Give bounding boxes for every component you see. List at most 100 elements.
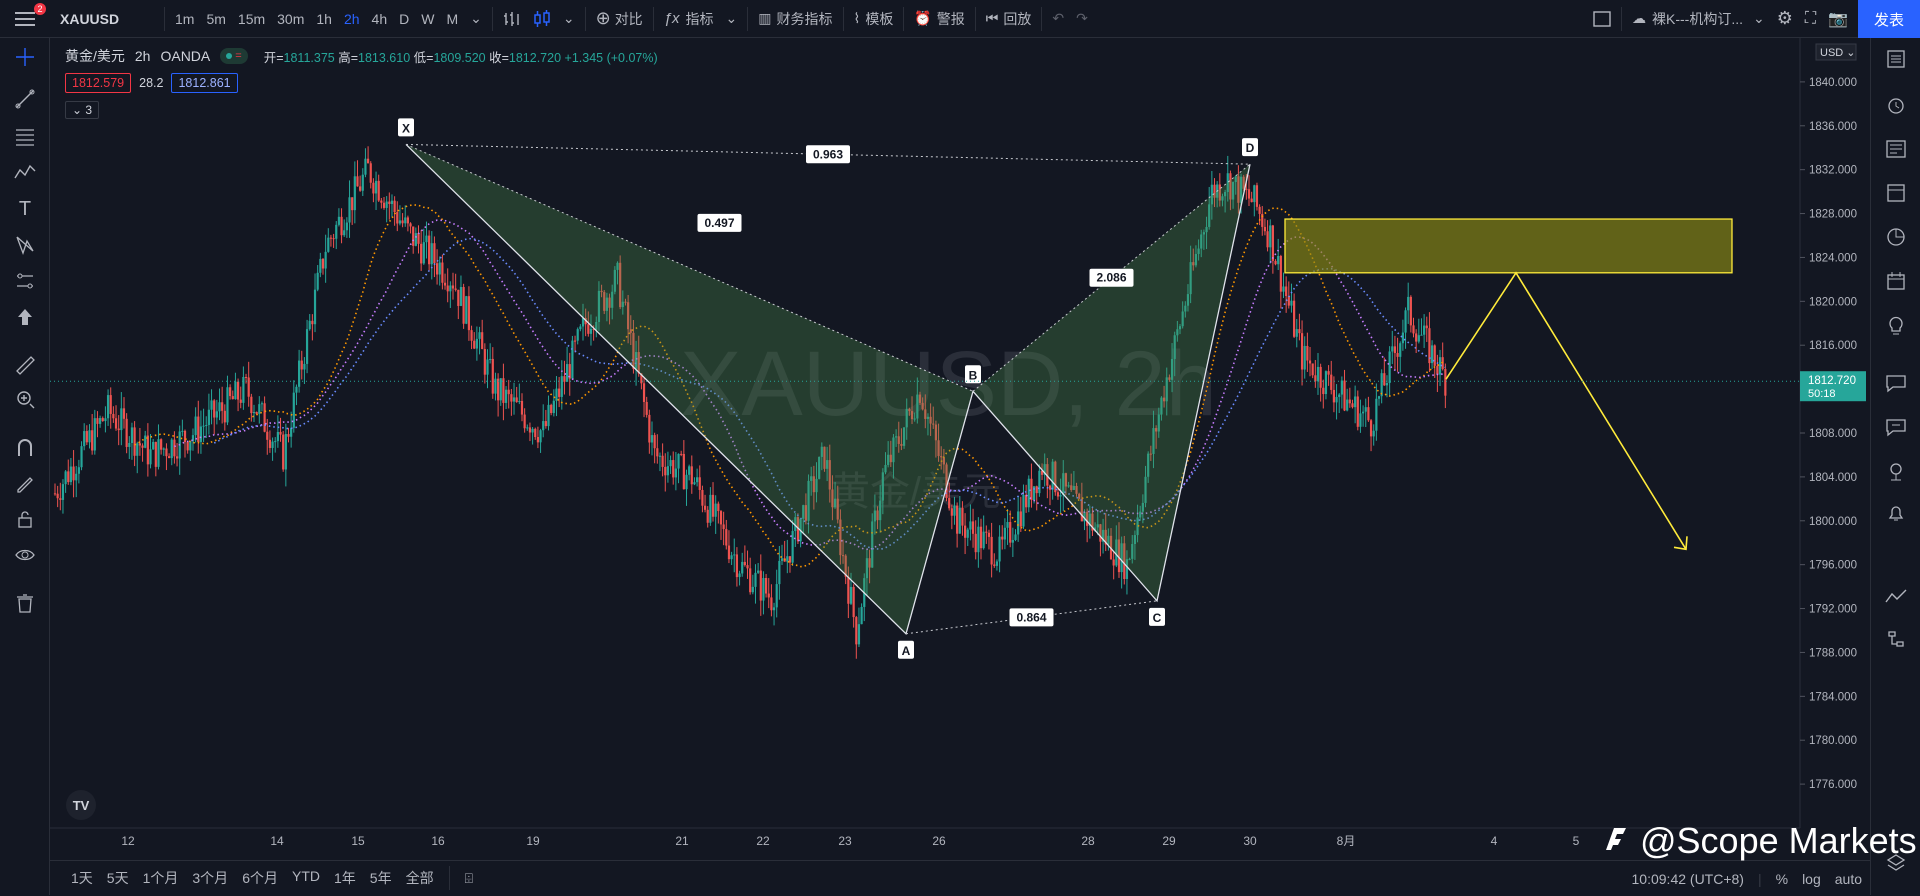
fullscreen-icon[interactable]: ⛶ bbox=[1804, 9, 1817, 27]
chart-type-dropdown[interactable]: ⌄ bbox=[562, 10, 575, 26]
arrow-up-icon[interactable] bbox=[10, 302, 40, 332]
news-icon[interactable] bbox=[1881, 134, 1911, 164]
text-tool-icon[interactable]: T bbox=[18, 197, 32, 220]
compare-button[interactable]: ⊕ 对比 bbox=[590, 0, 649, 38]
indicator-collapse-button[interactable]: ⌄ 3 bbox=[65, 101, 100, 119]
hotlist-icon[interactable] bbox=[1881, 222, 1911, 252]
timeframe-5m[interactable]: 5m bbox=[206, 10, 226, 27]
camera-icon[interactable]: 📷 bbox=[1828, 10, 1848, 28]
range-button[interactable]: 3个月 bbox=[192, 870, 229, 886]
range-button[interactable]: 5天 bbox=[106, 870, 129, 886]
timeframe-2h[interactable]: 2h bbox=[343, 10, 360, 27]
layout-name-button[interactable]: ☁ 裸K---机构订... ⌄ bbox=[1632, 10, 1765, 27]
percent-toggle[interactable]: % bbox=[1775, 870, 1789, 887]
layers-icon[interactable] bbox=[1881, 848, 1911, 878]
candle-body bbox=[186, 442, 189, 451]
chart-legend[interactable]: 黄金/美元 2h OANDA = 开=1811.375 高=1813.610 低… bbox=[65, 46, 658, 66]
trend-line-icon[interactable] bbox=[10, 84, 40, 114]
indicators-button[interactable]: ƒx 指标 ⌄ bbox=[663, 10, 738, 27]
timeframe-1m[interactable]: 1m bbox=[175, 10, 195, 27]
candle-body bbox=[1011, 539, 1014, 543]
layout-icon[interactable] bbox=[1587, 0, 1617, 38]
candle-body bbox=[1332, 389, 1336, 403]
eye-icon[interactable] bbox=[10, 540, 40, 570]
ask-price[interactable]: 1812.861 bbox=[171, 73, 238, 93]
timeframe-15m[interactable]: 15m bbox=[237, 10, 266, 27]
fib-retracement-icon[interactable] bbox=[10, 122, 40, 152]
candle-body bbox=[645, 401, 648, 415]
data-window-icon[interactable] bbox=[1881, 178, 1911, 208]
alarm-clock-icon[interactable] bbox=[1881, 90, 1911, 120]
templates-button[interactable]: ⌇ 模板 bbox=[848, 0, 900, 38]
undo-icon[interactable]: ↶ bbox=[1052, 10, 1065, 26]
range-button[interactable]: 1年 bbox=[333, 870, 356, 886]
tradingview-logo[interactable]: TV bbox=[66, 790, 96, 820]
trash-icon[interactable] bbox=[10, 588, 40, 618]
candle-body bbox=[316, 272, 319, 290]
chat-icon[interactable] bbox=[1881, 368, 1911, 398]
candle-body bbox=[1250, 198, 1253, 203]
symbol-search[interactable]: XAUUSD bbox=[60, 10, 120, 27]
podcast-icon[interactable] bbox=[1881, 456, 1911, 486]
range-button[interactable]: 1个月 bbox=[142, 870, 179, 886]
currency-button[interactable] bbox=[1815, 43, 1857, 61]
timeframe-4h[interactable]: 4h bbox=[371, 10, 388, 27]
candle-body bbox=[321, 258, 325, 269]
timeframe-d[interactable]: D bbox=[399, 10, 410, 27]
range-button[interactable]: 6个月 bbox=[242, 870, 278, 886]
object-tree-icon[interactable] bbox=[1881, 624, 1911, 654]
financials-button[interactable]: ▥ 财务指标 bbox=[752, 0, 838, 38]
watchlist-icon[interactable] bbox=[1881, 44, 1911, 74]
alerts-button[interactable]: ⏰ 警报 bbox=[908, 0, 970, 38]
candle-body bbox=[104, 418, 107, 422]
bell-icon[interactable] bbox=[1881, 498, 1911, 528]
magnet-icon[interactable] bbox=[10, 432, 40, 462]
lock-icon[interactable] bbox=[10, 504, 40, 534]
timeframe-dropdown[interactable]: ⌄ bbox=[470, 10, 482, 26]
candle-style-icon[interactable] bbox=[527, 0, 557, 38]
timeframe-30m[interactable]: 30m bbox=[277, 10, 305, 27]
candle-body bbox=[1303, 345, 1306, 370]
streams-icon[interactable] bbox=[1881, 412, 1911, 442]
pattern-tool-icon[interactable] bbox=[10, 158, 40, 188]
replay-button[interactable]: ⏮ 回放 bbox=[980, 0, 1038, 38]
trading-panel-icon[interactable] bbox=[1881, 582, 1911, 612]
candle-body bbox=[359, 186, 362, 191]
range-button[interactable]: YTD bbox=[291, 868, 320, 884]
market-status-pill[interactable]: = bbox=[220, 48, 248, 64]
menu-button[interactable]: 2 bbox=[0, 0, 50, 38]
timeframe-w[interactable]: W bbox=[421, 10, 435, 27]
redo-icon[interactable]: ↷ bbox=[1076, 10, 1088, 26]
crosshair-icon[interactable] bbox=[10, 42, 40, 72]
ideas-icon[interactable] bbox=[1881, 310, 1911, 340]
xabcd-pattern-icon[interactable] bbox=[10, 230, 40, 260]
timeframe-m[interactable]: M bbox=[446, 10, 459, 27]
clock[interactable]: 10:09:42 (UTC+8) bbox=[1631, 870, 1744, 887]
range-button[interactable]: 全部 bbox=[405, 870, 434, 886]
candle-body bbox=[1253, 185, 1256, 203]
date-range-icon[interactable]: ⌹ bbox=[464, 869, 473, 886]
candle-body bbox=[1141, 502, 1144, 512]
bar-style-icon[interactable] bbox=[497, 0, 527, 38]
range-button[interactable]: 5年 bbox=[369, 870, 392, 886]
candle-body bbox=[406, 217, 409, 224]
candle-body bbox=[494, 378, 497, 394]
gear-icon[interactable]: ⚙ bbox=[1776, 8, 1793, 28]
bid-price[interactable]: 1812.579 bbox=[65, 73, 132, 93]
measure-icon[interactable] bbox=[10, 266, 40, 296]
candle-body bbox=[1147, 453, 1150, 477]
calendar-icon[interactable] bbox=[1881, 266, 1911, 296]
auto-toggle[interactable]: auto bbox=[1834, 870, 1862, 887]
candle-body bbox=[772, 607, 776, 611]
publish-button[interactable]: 发表 bbox=[1858, 0, 1920, 38]
candle-body bbox=[881, 472, 884, 501]
ruler-icon[interactable] bbox=[10, 350, 40, 380]
candle-body bbox=[682, 453, 685, 490]
timeframe-1h[interactable]: 1h bbox=[316, 10, 332, 27]
zoom-in-icon[interactable] bbox=[10, 384, 40, 414]
range-button[interactable]: 1天 bbox=[71, 870, 93, 886]
ma-blue-line bbox=[213, 237, 1446, 550]
log-toggle[interactable]: log bbox=[1802, 870, 1821, 887]
draw-mode-icon[interactable] bbox=[10, 468, 40, 498]
